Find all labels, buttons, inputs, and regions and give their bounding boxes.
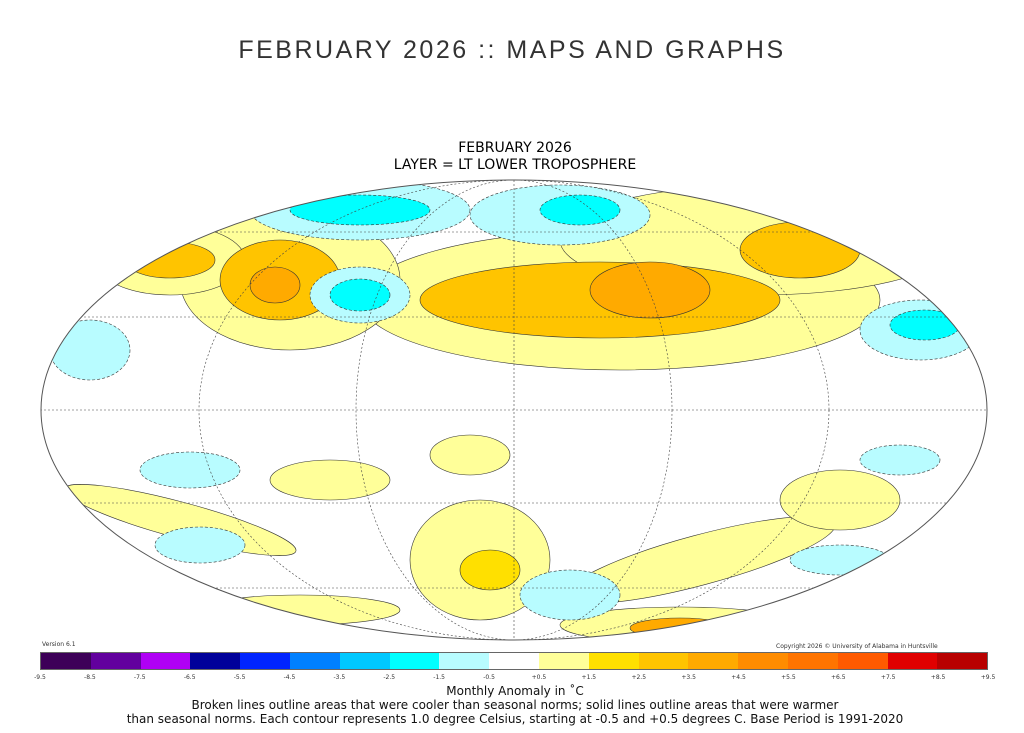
color-scale-tick-label: -8.5 [84, 674, 96, 681]
color-scale-tick-label: +2.5 [631, 674, 647, 681]
color-scale-swatch [140, 653, 191, 669]
color-scale-swatch [638, 653, 689, 669]
map-subtitle: LAYER = LT LOWER TROPOSPHERE [393, 157, 637, 173]
version-label: Version 6.1 [42, 641, 76, 648]
copyright-label: Copyright 2026 © University of Alabama i… [776, 643, 938, 650]
color-scale-swatch [389, 653, 440, 669]
color-scale-tick-label: +6.5 [831, 674, 846, 681]
color-scale-ticks: -9.5 -8.5 -7.5 -6.5 -5.5 -4.5 -3.5 -2.5 -1.5 -0.5… [34, 674, 995, 684]
color-scale-swatch [240, 653, 290, 669]
color-scale-swatch [738, 653, 788, 669]
color-scale-tick-label: -4.5 [283, 674, 296, 681]
color-scale-swatch [489, 653, 539, 669]
color-scale-swatch [439, 653, 490, 669]
color-scale-swatch [887, 653, 938, 669]
color-scale-tick-label: -5.5 [233, 674, 246, 681]
color-scale-tick-label: +8.5 [930, 674, 946, 681]
color-scale-swatch [90, 653, 141, 669]
color-scale-swatch [837, 653, 888, 669]
color-scale-swatch [339, 653, 390, 669]
color-scale-swatch [787, 653, 838, 669]
map-title: FEBRUARY 2026 [458, 140, 572, 156]
color-scale-tick-label: -9.5 [34, 674, 46, 681]
color-scale-bar [40, 652, 988, 670]
caption-line-2: than seasonal norms. Each contour repres… [126, 712, 904, 726]
color-scale-tick-label: -0.5 [483, 674, 495, 681]
color-scale-swatch [588, 653, 639, 669]
color-scale-tick-label: +0.5 [531, 674, 547, 681]
color-scale-tick-label: -1.5 [433, 674, 446, 681]
color-scale-tick-label: -6.5 [183, 674, 196, 681]
color-scale-swatch [289, 653, 340, 669]
color-scale-tick-label: -3.5 [333, 674, 346, 681]
temperature-anomaly-map [40, 179, 988, 641]
color-scale-tick-label: +1.5 [581, 674, 597, 681]
color-scale-tick-label: +9.5 [980, 674, 996, 681]
color-scale-swatch [41, 653, 91, 669]
page-title: FEBRUARY 2026 :: MAPS AND GRAPHS [238, 36, 786, 64]
caption-line-1: Broken lines outline areas that were coo… [191, 698, 839, 712]
color-scale-swatch [190, 653, 241, 669]
color-scale-tick-label: +7.5 [880, 674, 896, 681]
color-scale-swatch [688, 653, 739, 669]
hot-regions [249, 261, 711, 319]
globe-outline [40, 179, 988, 641]
color-scale-swatch [937, 653, 988, 669]
color-scale-tick-label: +5.5 [781, 674, 796, 681]
color-scale-tick-label: -7.5 [133, 674, 146, 681]
legend-label: Monthly Anomaly in ˚C [446, 684, 584, 698]
color-scale-tick-label: +4.5 [731, 674, 746, 681]
color-scale-swatch [538, 653, 589, 669]
color-scale-tick-label: -2.5 [383, 674, 396, 681]
graticule [41, 180, 987, 640]
cold-regions [289, 194, 961, 341]
color-scale-tick-label: +3.5 [681, 674, 696, 681]
